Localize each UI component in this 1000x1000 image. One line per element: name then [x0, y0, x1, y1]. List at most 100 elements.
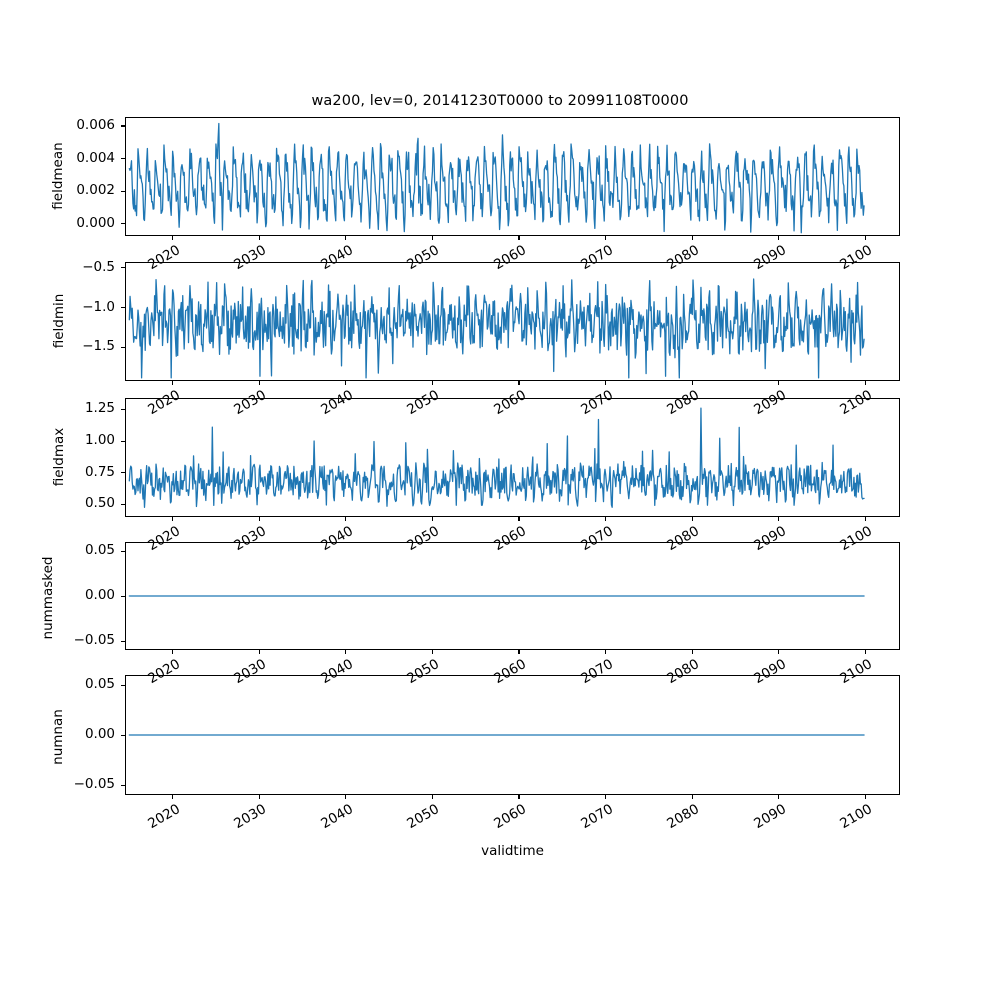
- ytick-label: 1.00: [84, 432, 115, 449]
- xtick-mark: [778, 795, 780, 799]
- plot-line-fieldmax: [128, 407, 865, 508]
- xtick-label: 2070: [577, 801, 616, 833]
- xtick-mark: [518, 650, 520, 654]
- xtick-mark: [258, 795, 260, 799]
- xtick-mark: [345, 650, 347, 654]
- xtick-mark: [778, 650, 780, 654]
- xtick-mark: [605, 795, 607, 799]
- ytick-mark: [121, 595, 125, 597]
- xtick-label: 2050: [404, 801, 443, 833]
- ytick-mark: [121, 734, 125, 736]
- ytick-label: −0.5: [82, 258, 115, 275]
- xtick-label: 2040: [318, 801, 356, 833]
- xtick-mark: [778, 381, 780, 385]
- panel-fieldmin: [125, 262, 900, 381]
- ytick-mark: [121, 640, 125, 642]
- xtick-mark: [431, 381, 433, 385]
- xtick-mark: [431, 650, 433, 654]
- axes-frame-fieldmean: [125, 117, 900, 236]
- panel-nummasked: [125, 542, 900, 650]
- xtick-mark: [172, 381, 174, 385]
- xtick-mark: [864, 517, 866, 521]
- xtick-mark: [518, 236, 520, 240]
- ytick-label: 0.05: [84, 676, 115, 692]
- xtick-mark: [691, 795, 693, 799]
- xtick-mark: [864, 381, 866, 385]
- panel-fieldmean: [125, 117, 900, 236]
- axes-frame-fieldmax: [125, 398, 900, 517]
- xtick-mark: [778, 236, 780, 240]
- xtick-mark: [258, 236, 260, 240]
- xtick-mark: [431, 236, 433, 240]
- xtick-mark: [605, 517, 607, 521]
- ytick-label: 0.00: [84, 587, 115, 603]
- ylabel-fieldmin: fieldmin: [51, 293, 67, 349]
- ytick-mark: [121, 307, 125, 309]
- xtick-label: 2080: [664, 801, 703, 833]
- xtick-mark: [172, 236, 174, 240]
- ytick-label: 0.004: [76, 149, 115, 166]
- xtick-mark: [864, 650, 866, 654]
- ytick-mark: [121, 190, 125, 192]
- ytick-mark: [121, 158, 125, 160]
- xtick-mark: [345, 236, 347, 240]
- xtick-mark: [518, 517, 520, 521]
- ytick-label: −0.05: [73, 776, 115, 792]
- panel-fieldmax: [125, 398, 900, 517]
- ytick-mark: [121, 125, 125, 127]
- xtick-mark: [258, 381, 260, 385]
- ytick-label: 0.002: [76, 182, 115, 199]
- xtick-mark: [605, 650, 607, 654]
- xtick-mark: [518, 381, 520, 385]
- xtick-mark: [778, 517, 780, 521]
- ytick-mark: [121, 472, 125, 474]
- xtick-mark: [691, 517, 693, 521]
- xtick-mark: [431, 517, 433, 521]
- ytick-label: 0.50: [84, 495, 115, 512]
- xtick-mark: [172, 795, 174, 799]
- ytick-label: −0.05: [73, 632, 115, 648]
- figure-title: wa200, lev=0, 20141230T0000 to 20991108T…: [311, 93, 689, 109]
- ytick-label: 0.05: [84, 542, 115, 558]
- ytick-label: 0.75: [84, 463, 115, 480]
- ytick-label: 0.00: [84, 726, 115, 742]
- xtick-mark: [258, 650, 260, 654]
- xtick-mark: [345, 517, 347, 521]
- ytick-mark: [121, 684, 125, 686]
- xtick-mark: [605, 381, 607, 385]
- ytick-mark: [121, 267, 125, 269]
- ytick-mark: [121, 346, 125, 349]
- plot-line-fieldmean: [128, 122, 865, 234]
- xtick-mark: [431, 795, 433, 799]
- xtick-label: 2020: [144, 801, 183, 833]
- xtick-mark: [605, 236, 607, 240]
- ytick-mark: [121, 550, 125, 552]
- xtick-label: 2030: [231, 801, 270, 833]
- xtick-label: 2060: [491, 801, 529, 833]
- plot-line-nummasked: [128, 595, 865, 597]
- xlabel-validtime: validtime: [481, 843, 544, 859]
- ytick-mark: [121, 503, 125, 505]
- xtick-label: 2100: [837, 801, 876, 833]
- ytick-label: 0.000: [76, 214, 115, 231]
- ytick-mark: [121, 440, 125, 442]
- ytick-mark: [121, 784, 125, 786]
- xtick-mark: [258, 517, 260, 521]
- xtick-label: 2090: [751, 801, 789, 833]
- xtick-mark: [691, 236, 693, 240]
- ytick-mark: [121, 223, 125, 225]
- xtick-mark: [691, 381, 693, 385]
- ytick-label: 0.006: [76, 116, 115, 133]
- plot-line-fieldmin: [128, 278, 865, 379]
- xtick-mark: [864, 795, 866, 799]
- xtick-mark: [172, 517, 174, 521]
- xtick-mark: [345, 795, 347, 799]
- xtick-mark: [172, 650, 174, 654]
- xtick-mark: [518, 795, 520, 799]
- xtick-mark: [864, 236, 866, 240]
- panel-numnan: [125, 675, 900, 795]
- xtick-mark: [691, 650, 693, 654]
- ytick-label: 1.25: [84, 400, 115, 417]
- ytick-label: −1.5: [82, 338, 115, 355]
